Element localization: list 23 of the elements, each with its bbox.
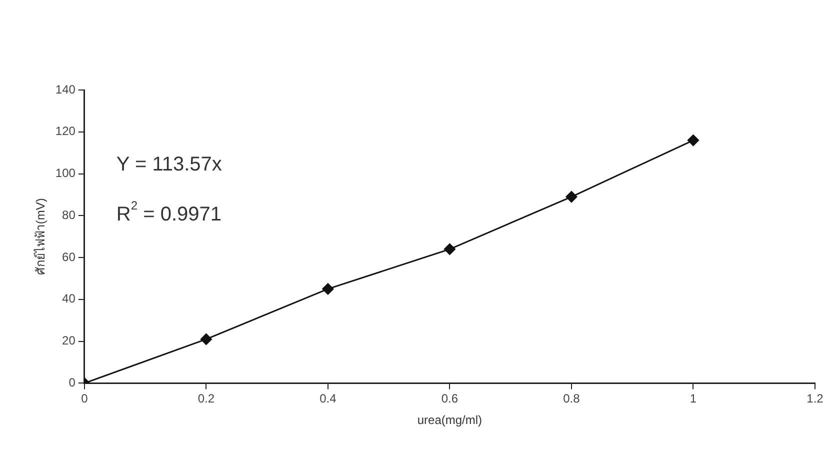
y-tick-label: 140 [55, 82, 76, 96]
x-axis-title: urea(mg/ml) [417, 413, 482, 428]
point [322, 283, 334, 295]
y-axis-title: ศักย์ไฟฟ้า(mV) [34, 198, 48, 276]
point [566, 191, 578, 203]
x-tick-label: 0.8 [563, 392, 580, 406]
annotation: Y = 113.57x [116, 154, 222, 176]
x-tick-label: 1.2 [806, 392, 824, 406]
x-tick-label: 1 [690, 392, 697, 406]
y-tick-label: 40 [62, 292, 76, 306]
y-tick-label: 60 [62, 250, 76, 264]
point [200, 333, 212, 345]
point [444, 243, 456, 255]
y-tick-label: 0 [68, 376, 76, 390]
y-tick-label: 100 [55, 166, 76, 180]
x-tick-label: 0.6 [441, 392, 458, 406]
y-tick-label: 120 [55, 124, 76, 138]
x-tick-label: 0.2 [198, 392, 215, 406]
x-tick-label: 0.4 [320, 392, 337, 406]
y-tick-label: 80 [62, 208, 76, 222]
x-tick-label: 0 [81, 392, 88, 406]
point [687, 134, 699, 146]
y-tick-label: 20 [62, 334, 76, 348]
